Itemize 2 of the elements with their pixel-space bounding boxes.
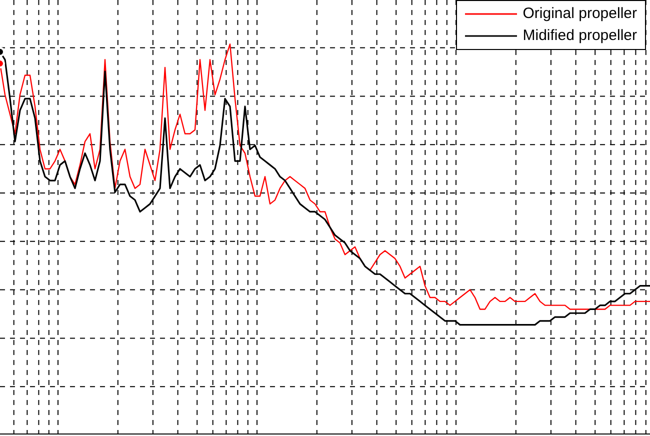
legend-label: Midified propeller [522,26,637,46]
legend-label: Original propeller [522,4,637,24]
